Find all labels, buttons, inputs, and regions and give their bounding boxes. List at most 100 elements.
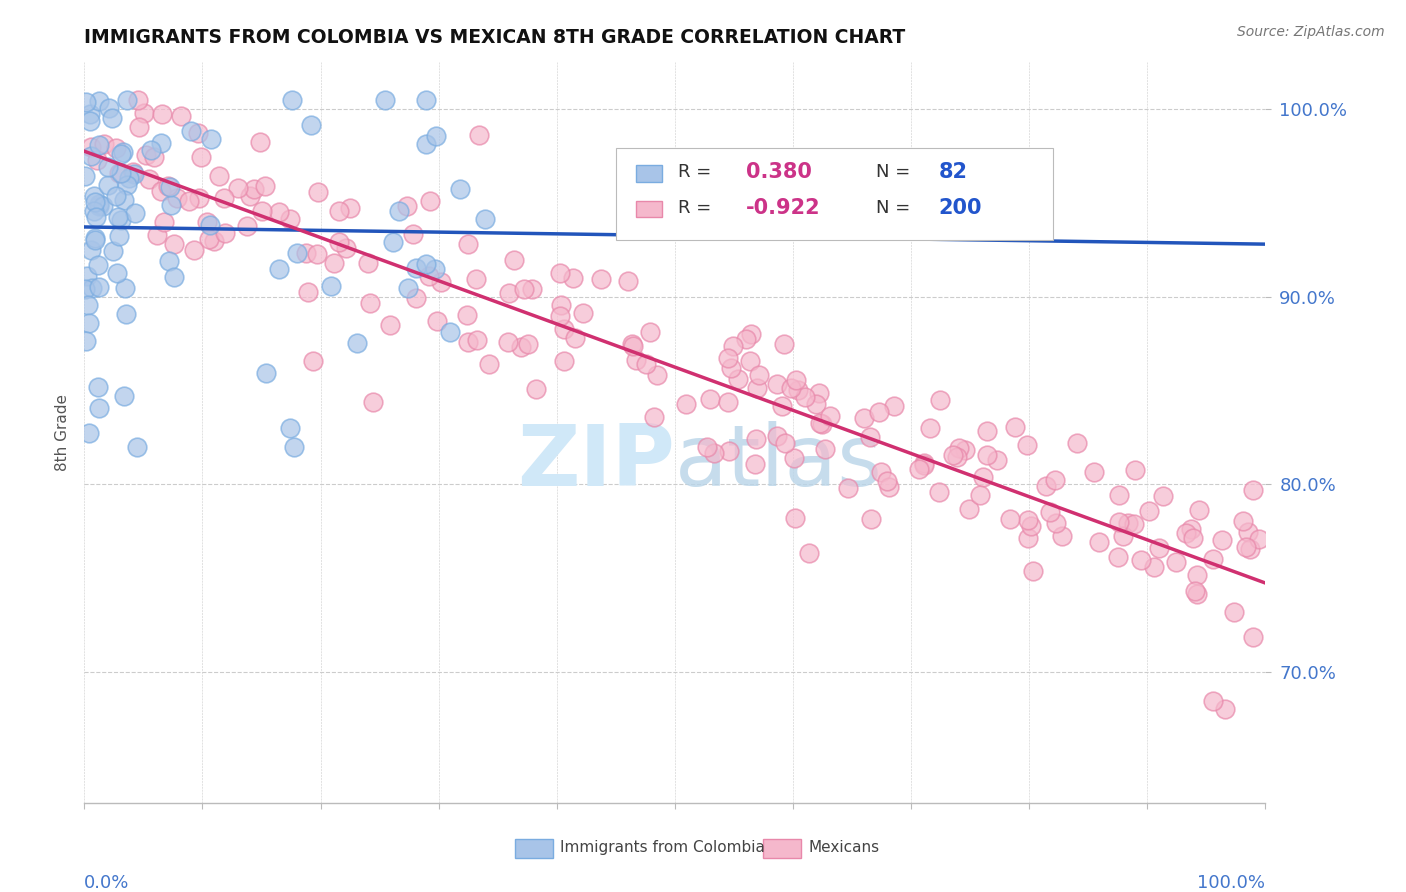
Point — [153, 215, 176, 229]
Point — [256, 366, 278, 380]
Point — [745, 432, 768, 446]
Point — [122, 165, 145, 179]
Point — [699, 392, 721, 407]
Point — [287, 246, 309, 260]
Point — [766, 429, 789, 443]
Point — [87, 95, 110, 109]
Point — [170, 109, 193, 123]
Point — [180, 124, 202, 138]
Point — [509, 340, 531, 354]
Point — [1045, 516, 1067, 530]
Point — [339, 201, 361, 215]
Point — [98, 101, 121, 115]
Point — [139, 144, 162, 158]
Point — [101, 244, 124, 258]
Point — [214, 227, 236, 241]
Point — [419, 194, 441, 209]
Point — [498, 285, 520, 300]
Text: Immigrants from Colombia: Immigrants from Colombia — [561, 839, 765, 855]
Point — [738, 354, 761, 368]
Point — [114, 280, 136, 294]
Point — [562, 270, 585, 285]
Point — [1201, 694, 1223, 708]
Point — [396, 280, 419, 294]
Point — [1185, 568, 1208, 582]
Point — [239, 189, 262, 203]
Point — [720, 360, 742, 375]
Point — [1202, 552, 1225, 566]
Point — [107, 166, 129, 180]
Point — [297, 285, 319, 299]
Point — [188, 191, 211, 205]
Point — [159, 198, 181, 212]
Point — [807, 386, 830, 401]
Point — [1249, 532, 1271, 546]
Point — [548, 266, 571, 280]
Point — [122, 167, 145, 181]
Point — [132, 106, 155, 120]
Point — [159, 179, 181, 194]
Point — [620, 337, 643, 351]
Point — [1129, 553, 1152, 567]
Point — [852, 411, 875, 425]
Point — [110, 166, 132, 180]
Point — [1043, 473, 1066, 487]
Point — [1035, 479, 1057, 493]
Point — [87, 280, 110, 294]
Point — [643, 409, 665, 424]
Point — [111, 145, 134, 160]
Point — [783, 510, 806, 524]
Point — [179, 194, 201, 208]
Point — [946, 450, 969, 465]
Point — [80, 149, 103, 163]
Point — [727, 372, 749, 386]
Text: 200: 200 — [938, 197, 981, 218]
Point — [135, 147, 157, 161]
FancyBboxPatch shape — [516, 839, 553, 857]
Text: R =: R = — [679, 199, 711, 217]
Point — [524, 382, 547, 396]
Point — [159, 253, 181, 268]
Point — [522, 282, 544, 296]
Point — [80, 243, 103, 257]
Text: R =: R = — [679, 163, 711, 181]
Point — [1181, 531, 1204, 545]
Point — [734, 332, 756, 346]
Point — [572, 306, 595, 320]
Point — [321, 279, 343, 293]
Point — [1180, 523, 1202, 537]
Point — [105, 141, 128, 155]
Point — [86, 153, 108, 168]
Point — [744, 457, 766, 471]
Point — [464, 272, 486, 286]
Point — [957, 501, 980, 516]
Point — [675, 397, 697, 411]
Point — [77, 316, 100, 330]
Point — [75, 95, 97, 110]
Point — [912, 456, 935, 470]
Point — [242, 182, 264, 196]
Point — [87, 199, 110, 213]
Point — [183, 243, 205, 257]
Point — [235, 219, 257, 233]
Point — [402, 227, 425, 241]
Point — [785, 373, 807, 387]
Point — [202, 234, 225, 248]
Point — [87, 380, 110, 394]
Text: 0.380: 0.380 — [745, 162, 811, 182]
Point — [948, 441, 970, 455]
Point — [346, 335, 368, 350]
Point — [474, 212, 496, 227]
Point — [97, 160, 120, 174]
Point — [415, 257, 437, 271]
Point — [105, 266, 128, 280]
Point — [912, 458, 935, 472]
Point — [976, 448, 998, 462]
Point — [86, 258, 108, 272]
Point — [405, 260, 427, 275]
Point — [787, 383, 810, 397]
Point — [84, 231, 107, 245]
Point — [89, 137, 111, 152]
Point — [621, 339, 644, 353]
Point — [1188, 503, 1211, 517]
